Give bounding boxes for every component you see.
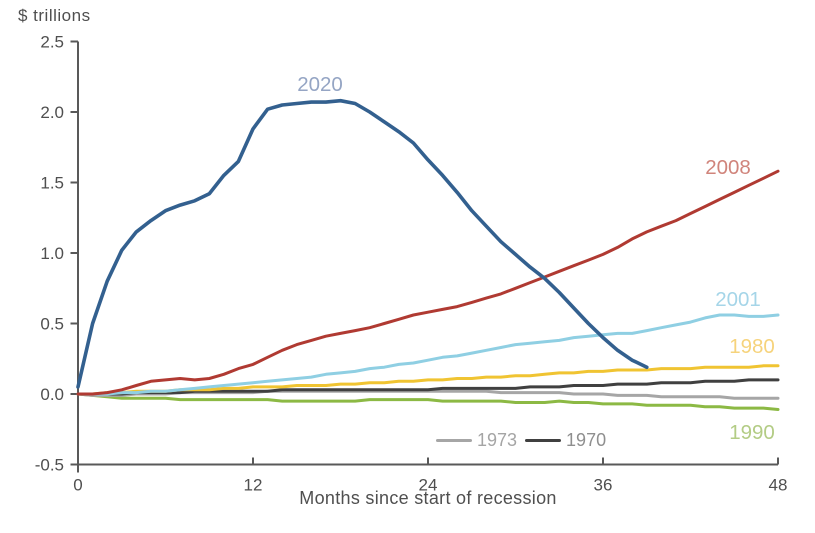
y-tick-label: 1.5 (40, 174, 64, 193)
x-tick-label: 36 (594, 476, 613, 495)
series-label-1990: 1990 (729, 421, 775, 444)
legend-label-1970: 1970 (566, 430, 607, 450)
legend-entry-1970: 1970 (525, 430, 606, 451)
legend-swatch-1970 (525, 438, 562, 443)
series-line-2008 (76, 169, 780, 396)
legend: 1973 1970 (436, 430, 606, 451)
x-tick-label: 12 (244, 476, 263, 495)
x-axis-title: Months since start of recession (299, 488, 557, 508)
legend-swatch-1973 (436, 438, 472, 443)
series-line-1990 (76, 392, 780, 411)
x-tick-label: 48 (769, 476, 788, 495)
series-label-1980: 1980 (729, 335, 775, 358)
series-label-2008: 2008 (705, 156, 751, 179)
x-tick-label: 0 (73, 476, 82, 495)
legend-entry-1973: 1973 (436, 430, 517, 451)
y-tick-label: 0.5 (40, 315, 64, 334)
y-tick-label: 2.0 (40, 103, 64, 122)
series-label-2020: 2020 (297, 73, 343, 96)
legend-label-1973: 1973 (477, 430, 518, 450)
series-label-2001: 2001 (715, 288, 761, 311)
y-tick-label: 0.0 (40, 385, 64, 404)
y-tick-label: 2.5 (40, 33, 64, 52)
series-line-2001 (76, 313, 780, 396)
series-line-2020 (76, 98, 649, 389)
y-axis-title: $ trillions (18, 6, 91, 25)
x-tick-label: 24 (419, 476, 438, 495)
y-tick-label: -0.5 (35, 456, 64, 475)
y-tick-label: 1.0 (40, 244, 64, 263)
